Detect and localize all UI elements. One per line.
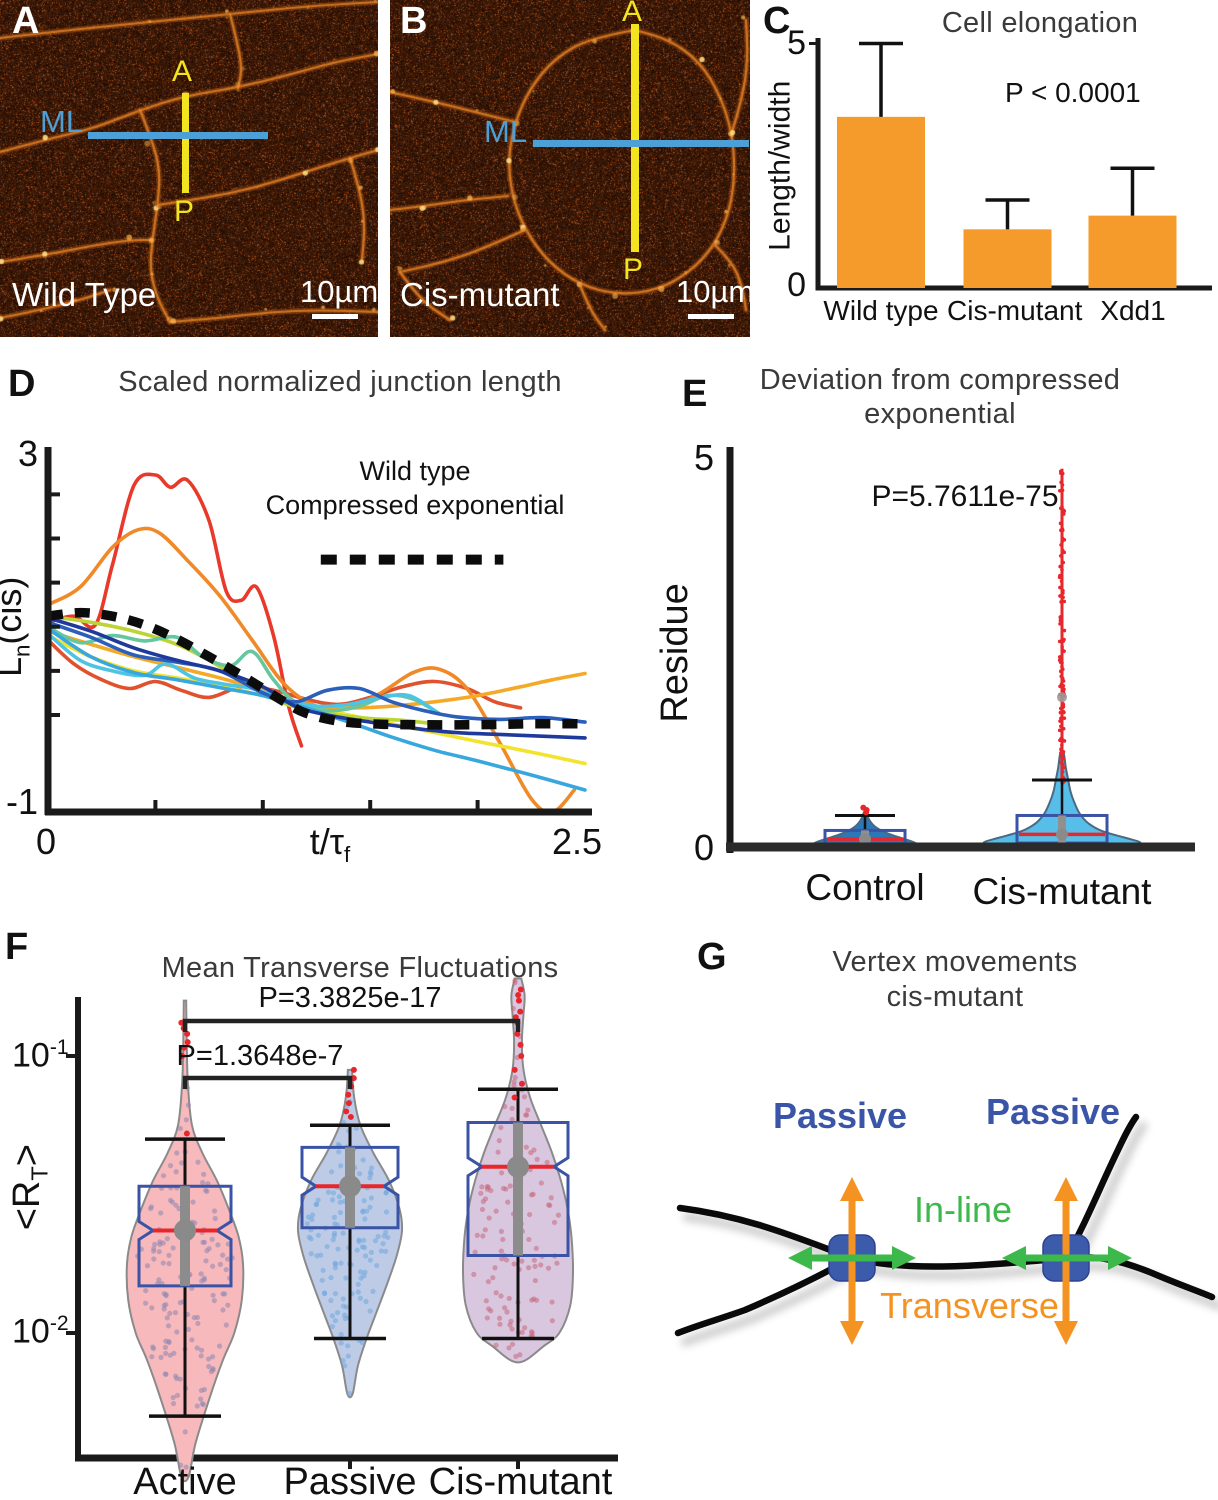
micrograph-caption: Wild Type <box>12 276 157 313</box>
ml-axis-line <box>88 132 268 139</box>
cis-mutant-micrograph-canvas <box>390 0 750 337</box>
x-category-xdd1: Xdd1 <box>1100 295 1166 326</box>
panel-label-d: D <box>8 363 36 405</box>
y-axis-label: Length/width <box>763 80 797 251</box>
y-label-main: L <box>0 657 29 677</box>
x-category-passive: Passive <box>283 1461 417 1500</box>
y-label-sub: n <box>9 644 35 657</box>
p-value: P < 0.0001 <box>1005 77 1141 108</box>
ml-axis-line <box>533 140 749 147</box>
legend-line-1: Wild type <box>359 456 471 486</box>
tick-exp: -1 <box>49 1036 69 1059</box>
panel-label-b: B <box>400 0 428 42</box>
panel-label-f: F <box>5 926 29 968</box>
panel-g-vertex-diagram: G Vertex movements cis-mutant Passive Pa… <box>650 925 1218 1500</box>
vertex-movements-diagram <box>674 1113 1218 1347</box>
panel-a-micrograph: A A P ML Wild Type 10µm <box>0 0 378 337</box>
x-category-cis-mutant: Cis-mutant <box>947 295 1083 326</box>
legend-line-2: Compressed exponential <box>265 490 565 520</box>
diagram-title-line-2: cis-mutant <box>886 981 1024 1013</box>
chart-title: Mean Transverse Fluctuations <box>161 952 559 984</box>
y-label-sub: T <box>26 1166 53 1181</box>
y-axis-label: <RT> <box>5 1077 53 1297</box>
ap-axis-line <box>631 24 639 252</box>
x-label-sub: f <box>344 842 351 868</box>
chart-title: Cell elongation <box>941 7 1139 39</box>
tick-base: 10 <box>12 1036 50 1075</box>
p-value: P=5.7611e-75 <box>871 480 1059 513</box>
wild-type-micrograph-canvas <box>0 0 378 337</box>
x-category-active: Active <box>133 1461 237 1500</box>
x-category-cis-mutant: Cis-mutant <box>428 1461 613 1500</box>
x-axis-label: t/τf <box>270 823 390 867</box>
mediolateral-label: ML <box>40 104 84 139</box>
scale-bar <box>312 314 358 319</box>
panel-label-g: G <box>697 936 727 978</box>
ap-axis-line <box>182 93 189 193</box>
anterior-label: A <box>172 55 193 88</box>
panel-label-a: A <box>12 0 40 42</box>
panel-b-micrograph: B A P ML Cis-mutant 10µm <box>390 0 754 337</box>
diagram-title-line-1: Vertex movements <box>832 946 1078 978</box>
y-tick-5: 5 <box>787 24 806 62</box>
scale-bar-label: 10µm <box>676 274 755 309</box>
in-line-label: In-line <box>913 1189 1013 1230</box>
y-tick-neg1: -1 <box>5 781 38 822</box>
y-tick-3: 3 <box>17 433 38 474</box>
scale-bar-label: 10µm <box>300 274 379 309</box>
chart-title-line-1: Deviation from compressed <box>759 364 1121 396</box>
x-tick-2-5: 2.5 <box>552 821 603 862</box>
mediolateral-label: ML <box>484 114 528 149</box>
junction-length-chart <box>44 447 592 816</box>
panel-d-line-chart: D Scaled normalized junction length Wild… <box>0 355 650 910</box>
tick-base: 10 <box>12 1312 50 1351</box>
panel-label-e: E <box>682 373 708 415</box>
p-value-mid: P=1.3648e-7 <box>176 1040 344 1072</box>
x-tick-0: 0 <box>36 821 57 862</box>
x-label-main: t/τ <box>309 821 345 862</box>
transverse-label: Transverse <box>880 1285 1059 1326</box>
chart-title-line-2: exponential <box>864 398 1016 430</box>
x-category-control: Control <box>805 867 925 908</box>
y-axis-label: Ln(cis) <box>0 517 34 737</box>
panel-c-bar-chart: C Cell elongation P < 0.0001 5 0 Length/… <box>760 0 1218 345</box>
y-tick-0: 0 <box>693 827 714 868</box>
y-axis-label: Residue <box>654 583 697 723</box>
panel-f-violin-chart: F Mean Transverse Fluctuations P=3.3825e… <box>0 925 650 1500</box>
y-label-pre: <R <box>5 1180 48 1231</box>
x-category-cis-mutant: Cis-mutant <box>972 871 1152 912</box>
transverse-fluctuations-chart <box>66 977 618 1483</box>
anterior-label: A <box>622 0 643 28</box>
micrograph-caption: Cis-mutant <box>400 276 560 313</box>
y-tick-0: 0 <box>787 266 806 304</box>
y-tick-5: 5 <box>693 437 714 478</box>
y-tick-1e-1: 10-1 <box>12 1036 69 1075</box>
panel-label-c: C <box>763 0 791 42</box>
y-label-post: > <box>5 1144 48 1167</box>
x-category-wild-type: Wild type <box>823 295 939 326</box>
y-tick-1e-2: 10-2 <box>12 1312 69 1351</box>
p-value-top: P=3.3825e-17 <box>258 982 442 1014</box>
y-label-rest: (cis) <box>0 576 30 645</box>
chart-title: Scaled normalized junction length <box>118 366 562 398</box>
cell-elongation-chart <box>809 38 1212 291</box>
passive-label-right: Passive <box>985 1091 1121 1132</box>
scale-bar <box>688 314 734 319</box>
residue-violin-chart <box>726 447 1195 853</box>
posterior-label: P <box>623 253 644 286</box>
tick-exp: -2 <box>49 1312 69 1335</box>
passive-label-left: Passive <box>772 1095 908 1136</box>
panel-e-violin-chart: E Deviation from compressed exponential … <box>650 355 1218 930</box>
posterior-label: P <box>174 195 195 228</box>
